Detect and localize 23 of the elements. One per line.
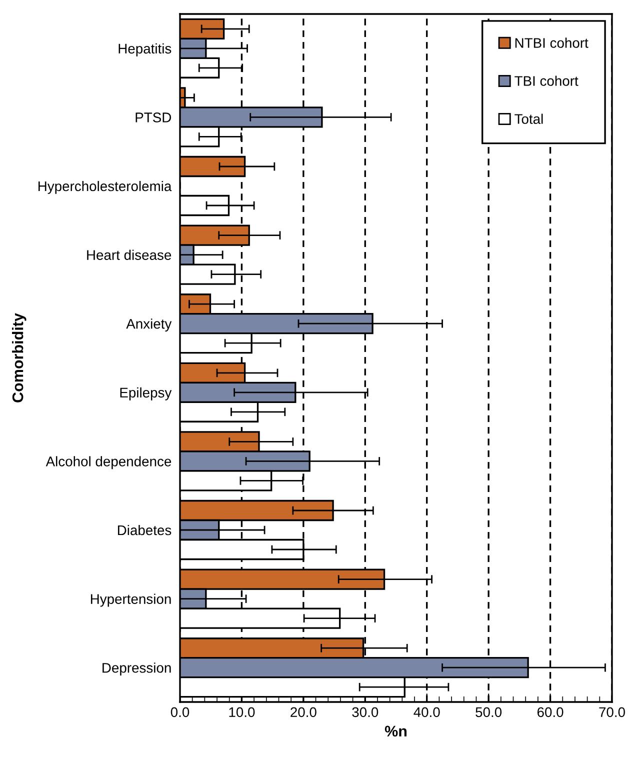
- y-tick-label: Hepatitis: [118, 43, 172, 56]
- y-tick-label: Alcohol dependence: [46, 456, 172, 470]
- x-tick-label: 50.0: [476, 707, 502, 718]
- legend-label: TBI cohort: [514, 76, 578, 86]
- y-tick-label: Epilepsy: [120, 387, 172, 400]
- x-tick-label: 70.0: [599, 707, 625, 718]
- x-tick-label: 20.0: [290, 707, 316, 718]
- y-tick-label: Anxiety: [126, 318, 172, 332]
- x-tick-label: 60.0: [537, 707, 564, 718]
- x-tick-label: 40.0: [414, 707, 440, 718]
- y-axis-title: Comorbidity: [12, 313, 26, 402]
- x-tick-label: 30.0: [352, 707, 378, 718]
- x-axis-title: %n: [384, 726, 407, 737]
- y-tick-label: Hypertension: [90, 594, 171, 607]
- y-tick-label: Heart disease: [87, 250, 172, 260]
- y-tick-label: Depression: [102, 662, 171, 676]
- legend-label: NTBI cohort: [515, 38, 588, 48]
- y-tick-label: PTSD: [136, 112, 171, 122]
- y-tick-label: Diabetes: [118, 524, 172, 536]
- x-tick-label: 10.0: [229, 707, 255, 718]
- y-tick-label: Hypercholesterolemia: [38, 180, 172, 194]
- x-tick-label: 0.0: [170, 707, 190, 718]
- legend-label: Total: [514, 114, 543, 124]
